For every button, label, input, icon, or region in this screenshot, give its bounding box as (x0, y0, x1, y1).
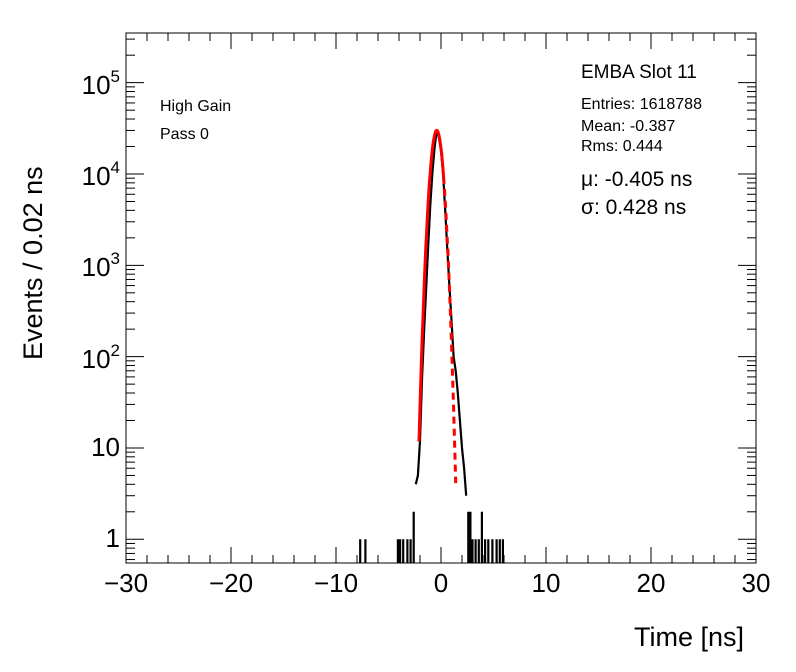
x-tick-label: 10 (531, 568, 561, 598)
y-tick-label-exponent: 2 (110, 340, 120, 360)
pass-label: Pass 0 (160, 126, 209, 143)
rms-stat: Rms: 0.444 (581, 138, 663, 155)
chart-title: EMBA Slot 11 (581, 62, 697, 83)
y-tick-label: 1 (105, 523, 120, 554)
y-tick-label: 103 (20, 249, 120, 283)
x-axis-label: Time [ns] (634, 622, 745, 652)
fit-sigma-text: σ: 0.428 ns (581, 196, 687, 219)
y-axis-ticks (126, 38, 756, 561)
x-tick-label: −30 (103, 568, 149, 598)
mean-stat: Mean: -0.387 (581, 118, 676, 135)
y-tick-label-base: 10 (81, 69, 111, 100)
y-tick-label-base: 10 (81, 252, 111, 283)
entries-stat: Entries: 1618788 (581, 96, 702, 113)
y-tick-label-base: 10 (81, 343, 111, 374)
y-tick-label-exponent: 3 (110, 249, 120, 269)
x-tick-label: 30 (741, 568, 771, 598)
x-tick-label: 0 (433, 568, 449, 598)
y-tick-label: 104 (20, 158, 120, 192)
fit-mu-text: μ: -0.405 ns (581, 168, 693, 191)
y-tick-label: 102 (20, 341, 120, 375)
gaussian-fit-solid-curve (417, 128, 446, 442)
y-axis-label: Events / 0.02 ns (18, 166, 48, 360)
data-histogram-line (359, 130, 504, 563)
y-tick-label-base: 10 (81, 161, 111, 191)
gain-label: High Gain (160, 98, 232, 115)
x-tick-label: 20 (636, 568, 666, 598)
y-tick-label: 10 (91, 431, 120, 462)
y-tick-label-exponent: 4 (110, 158, 120, 177)
x-tick-label: −10 (313, 568, 359, 598)
y-tick-label: 105 (20, 67, 120, 101)
y-tick-label-exponent: 5 (110, 66, 120, 86)
x-tick-label: −20 (208, 568, 254, 598)
